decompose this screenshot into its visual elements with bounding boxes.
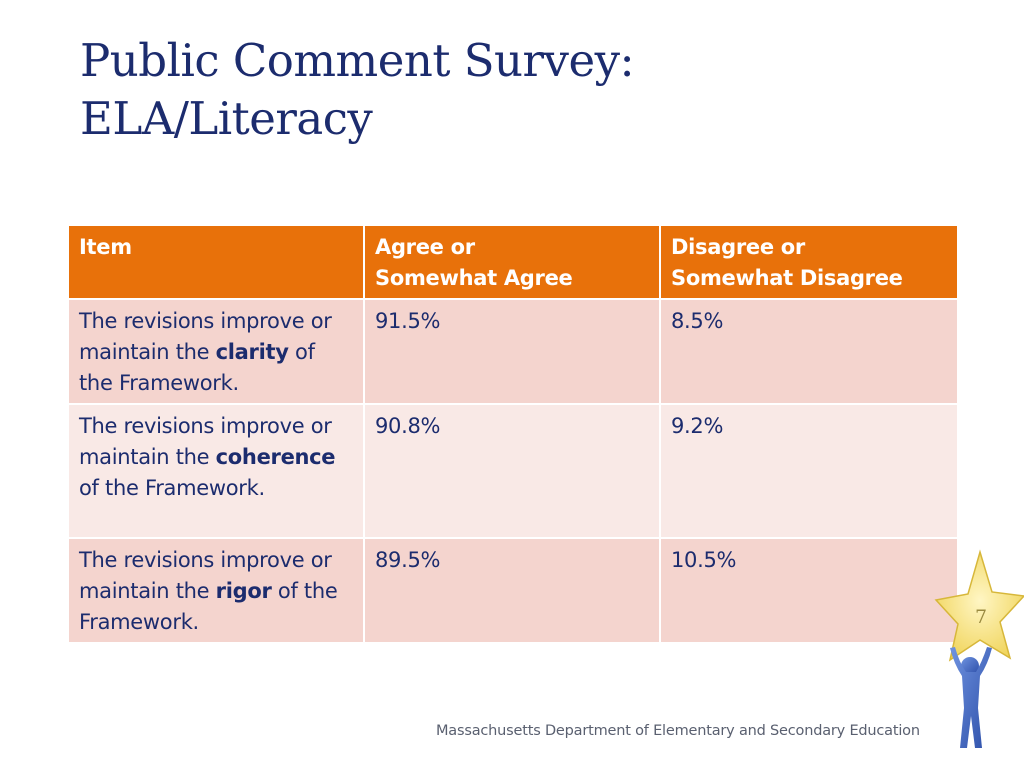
item-cell: The revisions improve or maintain the cl… (67, 298, 365, 405)
slide-title-line-1: Public Comment Survey: (80, 34, 635, 87)
disagree-cell: 8.5% (659, 298, 959, 405)
table-row: The revisions improve or maintain the co… (67, 403, 959, 539)
table-row: The revisions improve or maintain the cl… (67, 298, 959, 405)
item-keyword: rigor (215, 579, 272, 603)
disagree-cell: 9.2% (659, 403, 959, 539)
item-cell: The revisions improve or maintain the co… (67, 403, 365, 539)
header-agree: Agree or Somewhat Agree (363, 224, 661, 300)
agree-cell: 89.5% (363, 537, 661, 644)
page-number: 7 (974, 606, 988, 628)
item-keyword: coherence (215, 445, 336, 469)
star-holding-figure-icon (934, 549, 1024, 748)
star-shape (934, 549, 1024, 662)
figure-head (961, 657, 979, 675)
table-row: The revisions improve or maintain the ri… (67, 537, 959, 644)
slide-title: Public Comment Survey: ELA/Literacy (80, 32, 900, 148)
agree-cell: 90.8% (363, 403, 661, 539)
item-cell: The revisions improve or maintain the ri… (67, 537, 365, 644)
disagree-cell: 10.5% (659, 537, 959, 644)
table-header-row: Item Agree or Somewhat Agree Disagree or… (67, 224, 959, 300)
slide-title-line-2: ELA/Literacy (80, 92, 373, 145)
header-disagree: Disagree or Somewhat Disagree (659, 224, 959, 300)
header-item: Item (67, 224, 365, 300)
figure-body (950, 647, 992, 748)
item-keyword: clarity (215, 340, 289, 364)
survey-results-table: Item Agree or Somewhat Agree Disagree or… (67, 224, 959, 644)
agree-cell: 91.5% (363, 298, 661, 405)
footer-organization: Massachusetts Department of Elementary a… (436, 723, 920, 739)
